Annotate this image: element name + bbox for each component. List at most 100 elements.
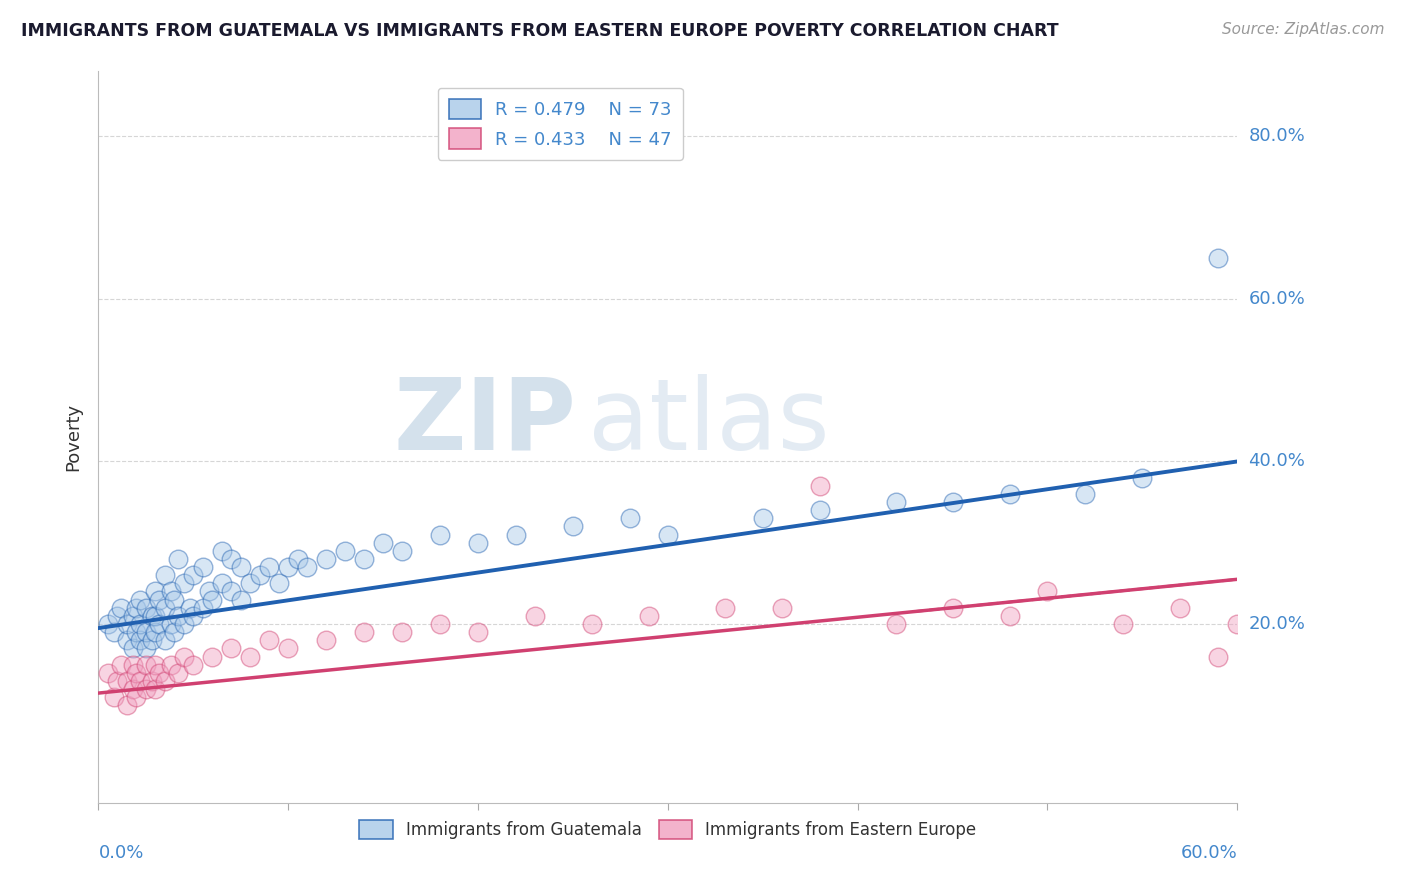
Point bbox=[581, 617, 603, 632]
Point bbox=[1226, 617, 1249, 632]
Point bbox=[110, 657, 132, 672]
Point bbox=[135, 641, 157, 656]
Point bbox=[1246, 633, 1268, 648]
Point bbox=[97, 665, 120, 680]
Text: 80.0%: 80.0% bbox=[1249, 128, 1305, 145]
Point bbox=[173, 649, 195, 664]
Point bbox=[121, 608, 143, 623]
Point bbox=[163, 625, 186, 640]
Point bbox=[141, 633, 163, 648]
Point bbox=[191, 560, 214, 574]
Point bbox=[808, 479, 831, 493]
Point bbox=[145, 657, 167, 672]
Point bbox=[277, 641, 299, 656]
Text: ZIP: ZIP bbox=[394, 374, 576, 471]
Point bbox=[145, 584, 167, 599]
Point bbox=[135, 681, 157, 696]
Point bbox=[429, 617, 451, 632]
Point bbox=[145, 608, 167, 623]
Point bbox=[1170, 600, 1192, 615]
Point bbox=[1112, 617, 1135, 632]
Point bbox=[752, 511, 775, 525]
Point bbox=[277, 560, 299, 574]
Point bbox=[998, 608, 1021, 623]
Point bbox=[353, 625, 375, 640]
Point bbox=[1132, 471, 1154, 485]
Point bbox=[129, 673, 152, 688]
Point bbox=[657, 527, 679, 541]
Point bbox=[229, 592, 252, 607]
Point bbox=[167, 552, 190, 566]
Point bbox=[167, 608, 190, 623]
Point bbox=[121, 681, 143, 696]
Point bbox=[148, 592, 170, 607]
Point bbox=[221, 641, 243, 656]
Point bbox=[942, 495, 965, 509]
Point bbox=[141, 608, 163, 623]
Point bbox=[173, 576, 195, 591]
Point bbox=[201, 649, 224, 664]
Point bbox=[191, 600, 214, 615]
Point bbox=[110, 600, 132, 615]
Point bbox=[183, 608, 205, 623]
Text: 40.0%: 40.0% bbox=[1249, 452, 1305, 470]
Point bbox=[239, 649, 262, 664]
Point bbox=[429, 527, 451, 541]
Point bbox=[148, 665, 170, 680]
Point bbox=[115, 673, 138, 688]
Point bbox=[467, 535, 489, 549]
Point bbox=[1208, 252, 1230, 266]
Point bbox=[297, 560, 319, 574]
Point bbox=[163, 592, 186, 607]
Point bbox=[1074, 487, 1097, 501]
Point bbox=[221, 552, 243, 566]
Point bbox=[998, 487, 1021, 501]
Point bbox=[287, 552, 309, 566]
Point bbox=[211, 544, 233, 558]
Point bbox=[159, 657, 181, 672]
Point bbox=[159, 584, 181, 599]
Point bbox=[153, 600, 176, 615]
Point bbox=[249, 568, 271, 582]
Point bbox=[267, 576, 290, 591]
Point bbox=[315, 552, 337, 566]
Point bbox=[145, 681, 167, 696]
Text: 60.0%: 60.0% bbox=[1181, 845, 1237, 863]
Point bbox=[125, 625, 148, 640]
Y-axis label: Poverty: Poverty bbox=[65, 403, 83, 471]
Point bbox=[121, 657, 143, 672]
Point bbox=[135, 657, 157, 672]
Point bbox=[129, 633, 152, 648]
Point bbox=[562, 519, 585, 533]
Point bbox=[141, 673, 163, 688]
Text: Source: ZipAtlas.com: Source: ZipAtlas.com bbox=[1222, 22, 1385, 37]
Point bbox=[135, 600, 157, 615]
Point bbox=[183, 657, 205, 672]
Point bbox=[125, 690, 148, 705]
Point bbox=[335, 544, 357, 558]
Point bbox=[159, 617, 181, 632]
Point bbox=[619, 511, 641, 525]
Point bbox=[221, 584, 243, 599]
Text: 60.0%: 60.0% bbox=[1249, 290, 1305, 308]
Point bbox=[201, 592, 224, 607]
Point bbox=[353, 552, 375, 566]
Point bbox=[315, 633, 337, 648]
Text: 0.0%: 0.0% bbox=[98, 845, 143, 863]
Point bbox=[129, 617, 152, 632]
Point bbox=[770, 600, 793, 615]
Point bbox=[148, 617, 170, 632]
Point bbox=[714, 600, 737, 615]
Point bbox=[145, 625, 167, 640]
Point bbox=[1036, 584, 1059, 599]
Point bbox=[211, 576, 233, 591]
Text: 20.0%: 20.0% bbox=[1249, 615, 1305, 633]
Point bbox=[259, 560, 281, 574]
Point bbox=[371, 535, 394, 549]
Point bbox=[179, 600, 201, 615]
Point bbox=[183, 568, 205, 582]
Point bbox=[129, 592, 152, 607]
Point bbox=[391, 544, 413, 558]
Point bbox=[125, 665, 148, 680]
Point bbox=[121, 641, 143, 656]
